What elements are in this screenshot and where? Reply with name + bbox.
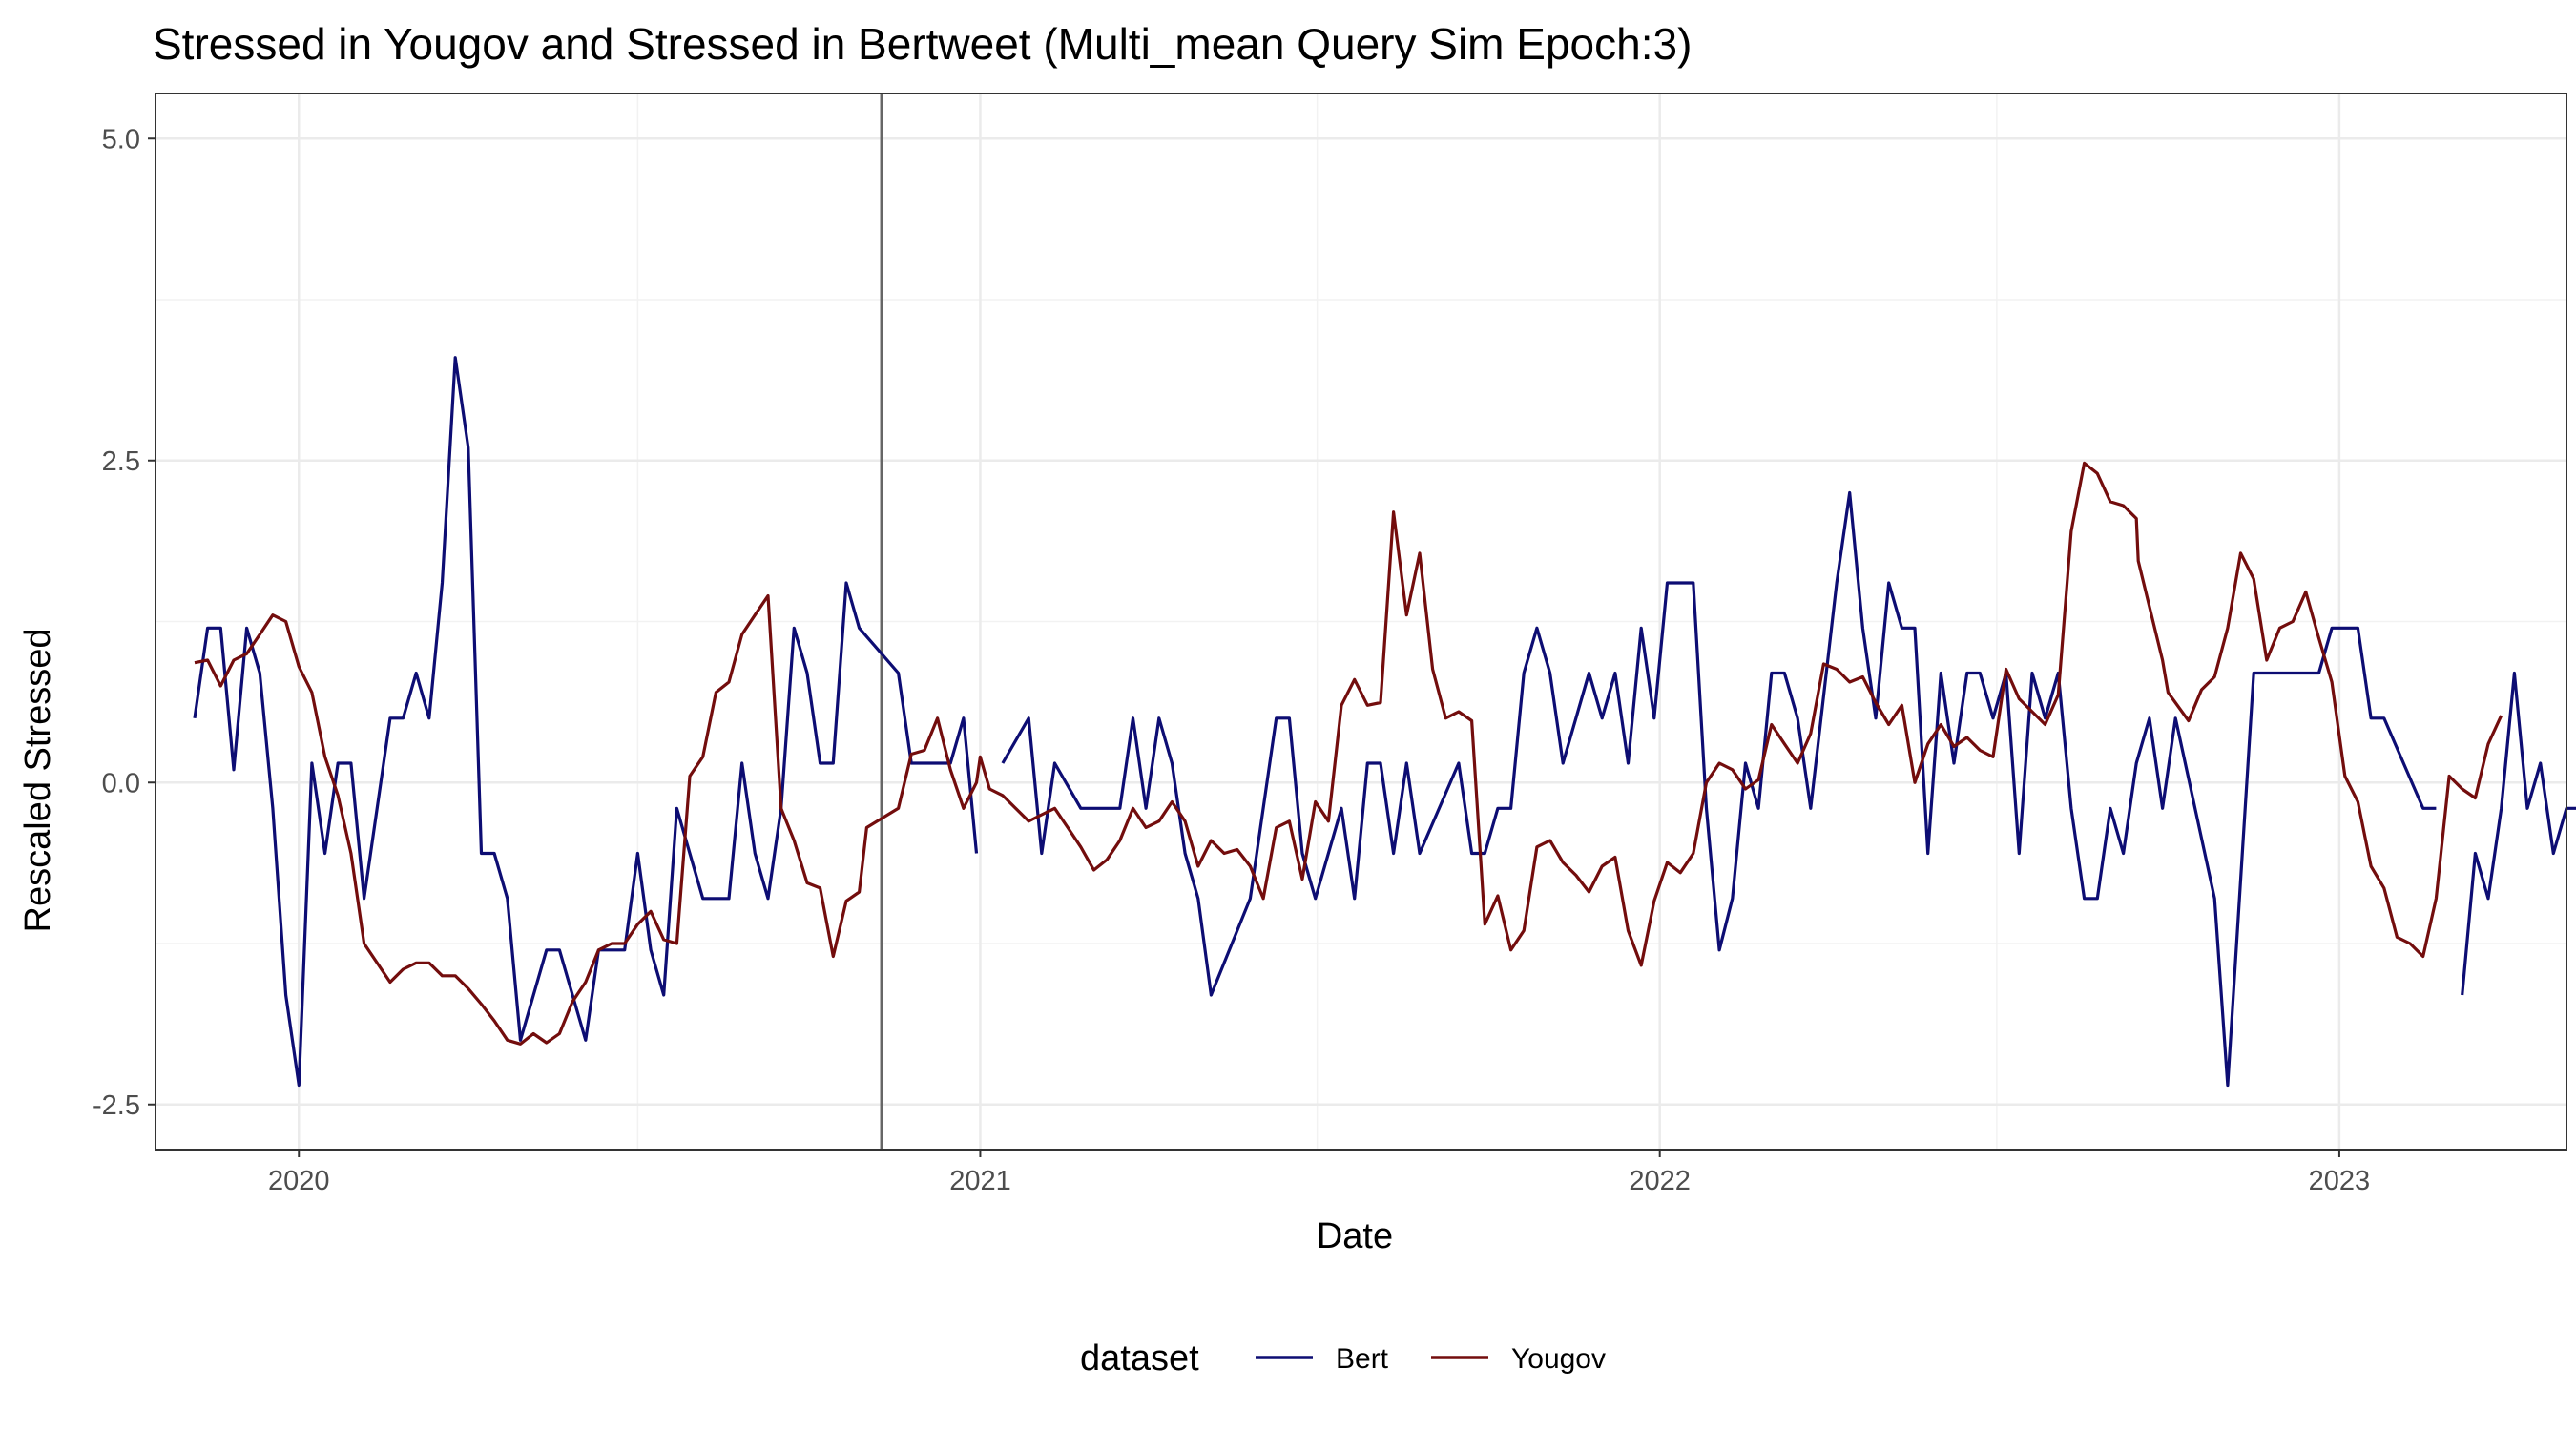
x-axis-label: Date — [1317, 1216, 1393, 1256]
grid-minor — [156, 93, 2566, 1150]
x-tick-label: 2022 — [1629, 1166, 1691, 1196]
plot-border — [155, 93, 2567, 1151]
y-tick-label: 2.5 — [102, 446, 140, 477]
y-axis-label: Rescaled Stressed — [18, 629, 58, 933]
legend-label-bert: Bert — [1336, 1343, 1389, 1375]
legend-label-yougov: Yougov — [1511, 1343, 1606, 1375]
y-axis-ticks: 5.0 2.5 0.0 -2.5 — [93, 124, 156, 1121]
x-tick-label: 2020 — [268, 1166, 330, 1196]
y-tick-label: 5.0 — [102, 124, 140, 155]
y-tick-label: -2.5 — [93, 1090, 140, 1121]
x-tick-label: 2021 — [949, 1166, 1011, 1196]
series-line-yougov — [194, 461, 2503, 1046]
x-axis-ticks: 2020 2021 2022 2023 — [268, 1150, 2370, 1196]
legend: dataset Bert Yougov — [1080, 1338, 1606, 1379]
y-tick-label: 0.0 — [102, 768, 140, 798]
grid-major — [156, 93, 2566, 1150]
series-line-bert — [193, 356, 2576, 1088]
series-layer — [193, 356, 2576, 1088]
x-tick-label: 2023 — [2309, 1166, 2371, 1196]
legend-title: dataset — [1080, 1338, 1199, 1379]
chart-title: Stressed in Yougov and Stressed in Bertw… — [153, 19, 1692, 69]
